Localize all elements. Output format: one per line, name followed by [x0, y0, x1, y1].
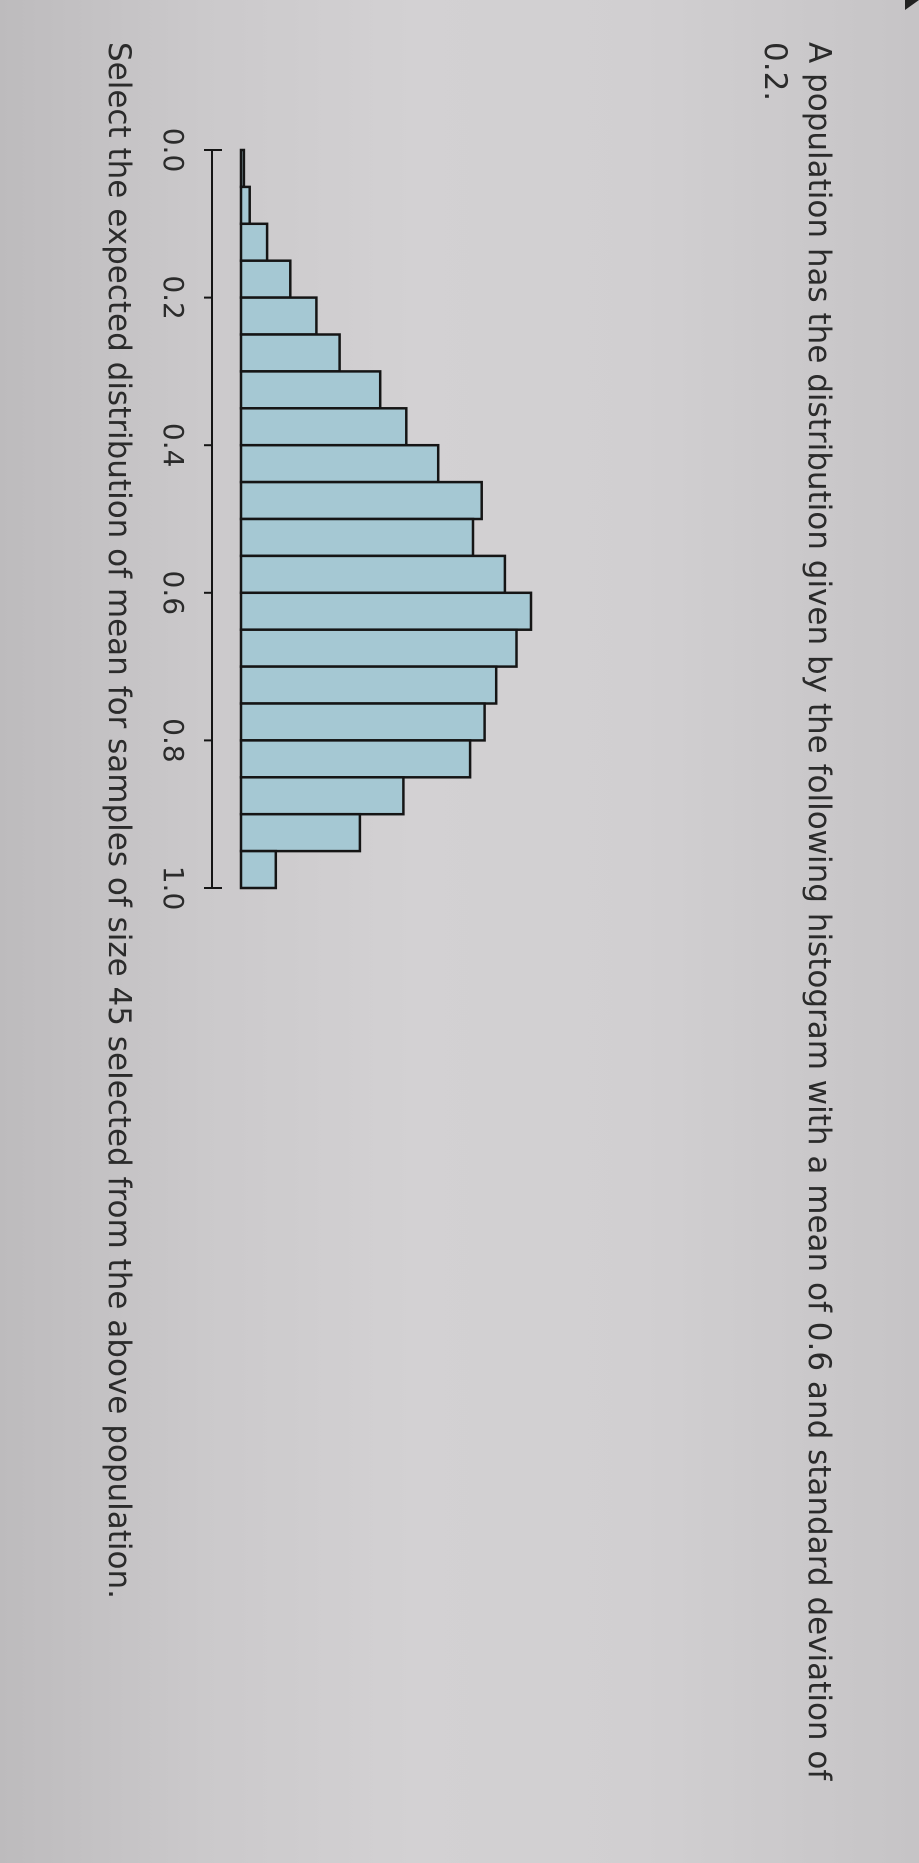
histogram-bar	[239, 480, 483, 521]
histogram-bars	[239, 148, 533, 890]
histogram-bar	[239, 776, 405, 816]
prompt-text: Select the expected distribution of mean…	[101, 42, 137, 1600]
histogram-bar	[239, 370, 382, 410]
x-tick-label: 1.0	[157, 866, 190, 911]
histogram-bar	[239, 148, 246, 189]
x-tick-label: 0.4	[157, 423, 190, 468]
histogram-bar	[239, 259, 292, 299]
histogram-bar	[239, 665, 498, 705]
histogram-bar	[239, 296, 318, 336]
x-axis	[211, 149, 222, 889]
histogram-bar	[239, 812, 362, 853]
histogram-bar	[239, 554, 507, 595]
histogram-bar	[239, 185, 251, 226]
histogram-bar	[239, 517, 475, 558]
x-tick-label: 0.8	[157, 718, 190, 763]
histogram-bar	[239, 628, 518, 668]
histogram-bar	[239, 702, 486, 742]
histogram-bar	[239, 333, 341, 373]
x-tick-label: 0.2	[157, 275, 190, 320]
histogram-bar	[239, 407, 408, 447]
x-tick-label: 0.0	[157, 128, 190, 173]
histogram-bar	[239, 739, 472, 779]
corner-marker	[905, 0, 919, 10]
histogram-bar	[239, 849, 278, 890]
histogram-bar	[239, 591, 533, 631]
histogram-bar	[239, 443, 440, 484]
x-tick-label: 0.6	[157, 571, 190, 616]
x-axis-ticks: 0.0 0.2 0.4 0.6 0.8 1.0	[157, 128, 212, 911]
histogram-bar	[239, 222, 269, 262]
